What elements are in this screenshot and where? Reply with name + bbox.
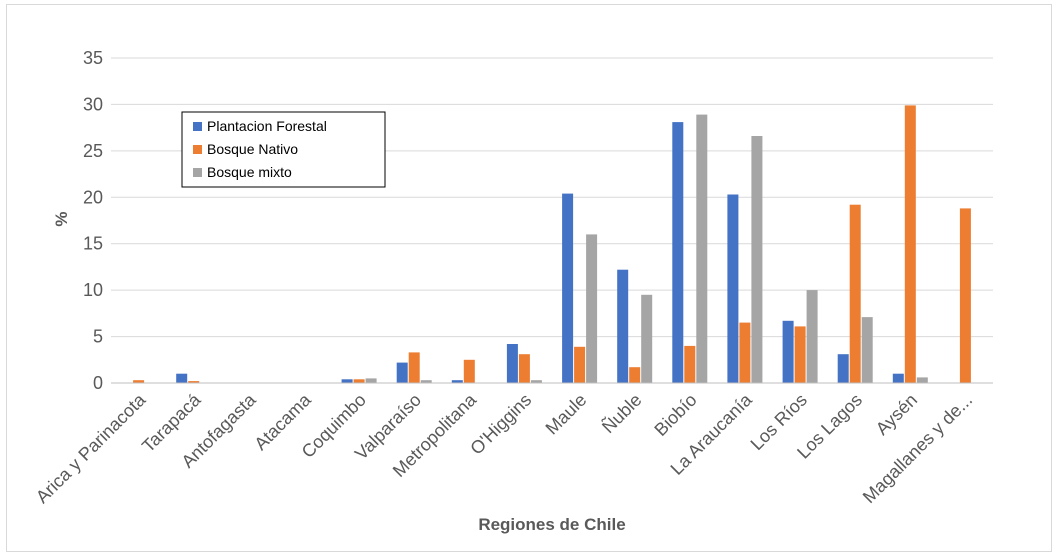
- bar: [849, 204, 861, 383]
- legend-box: [181, 111, 386, 188]
- bar: [892, 373, 904, 383]
- legend: Plantacion Forestal Bosque Nativo Bosque m…: [181, 111, 386, 188]
- bar: [916, 377, 928, 383]
- y-tick-label: 30: [83, 94, 103, 114]
- bar: [562, 193, 574, 383]
- bar: [672, 122, 684, 383]
- x-tick-label: Ñuble: [597, 389, 645, 437]
- x-tick-label: Aysén: [872, 390, 921, 439]
- bar: [806, 290, 818, 383]
- chart-frame: [6, 4, 1052, 552]
- y-tick-label: 10: [83, 280, 103, 300]
- x-tick-label: Biobío: [650, 390, 700, 440]
- legend-label: Bosque Nativo: [207, 141, 298, 157]
- bar: [574, 346, 586, 383]
- bar: [420, 380, 432, 383]
- bar: [463, 359, 475, 383]
- bar: [641, 294, 653, 383]
- bar: [794, 326, 806, 383]
- bar: [696, 114, 708, 383]
- legend-swatch: [193, 168, 202, 177]
- bar: [341, 379, 353, 383]
- bar: [629, 367, 641, 383]
- bar: [684, 345, 696, 383]
- bar: [861, 317, 873, 383]
- bar: [617, 269, 629, 383]
- bar: [959, 208, 971, 383]
- x-tick-label: O'Higgins: [466, 390, 535, 459]
- bars: [133, 105, 971, 384]
- x-axis-title: Regiones de Chile: [478, 515, 625, 534]
- bar: [751, 136, 763, 383]
- legend-label: Bosque mixto: [207, 164, 292, 180]
- y-tick-label: 20: [83, 187, 103, 207]
- bar: [530, 380, 542, 383]
- bar: [739, 322, 751, 383]
- bar: [837, 354, 849, 383]
- bar: [727, 194, 739, 383]
- bar: [451, 380, 463, 383]
- y-tick-label: 35: [83, 48, 103, 68]
- bar: [176, 373, 188, 383]
- bar: [586, 234, 598, 383]
- bar: [408, 352, 420, 383]
- y-tick-label: 5: [93, 327, 103, 347]
- legend-swatch: [193, 145, 202, 154]
- x-tick-label: Arica y Parinacota: [32, 389, 150, 507]
- bar: [506, 344, 518, 383]
- y-tick-label: 15: [83, 234, 103, 254]
- bar: [365, 378, 377, 383]
- bar: [353, 379, 365, 383]
- y-axis-ticks: 0 5 10 15 20 25 30 35: [83, 48, 103, 393]
- y-tick-label: 25: [83, 141, 103, 161]
- y-axis-title: %: [52, 211, 71, 226]
- bar: [518, 354, 530, 383]
- bar: [133, 380, 145, 383]
- bar: [904, 105, 916, 384]
- legend-swatch: [193, 122, 202, 131]
- bar: [188, 381, 200, 383]
- legend-label: Plantacion Forestal: [207, 118, 327, 134]
- bar: [396, 362, 408, 383]
- x-tick-label: Maule: [542, 390, 591, 439]
- y-tick-label: 0: [93, 373, 103, 393]
- x-axis-ticks: Arica y ParinacotaTarapacáAntofagastaAta…: [32, 389, 976, 507]
- bar: [782, 320, 794, 383]
